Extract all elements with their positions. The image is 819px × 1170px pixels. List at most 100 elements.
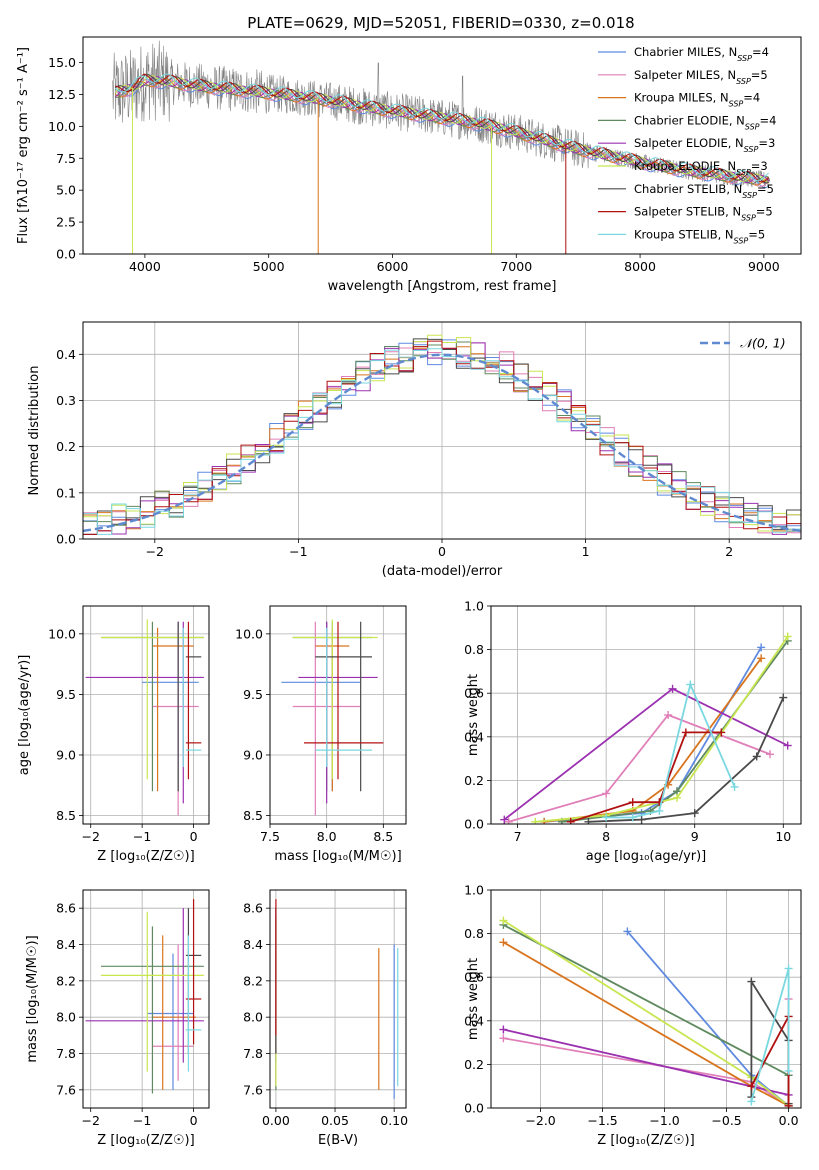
- y-tick-label: 7.6: [56, 1082, 76, 1097]
- errorbar-8: [315, 627, 372, 768]
- ticks: −2 −1 0 7.6 7.8 8.0 8.2 8.4 8.6: [56, 901, 197, 1128]
- y-tick-label: 0.2: [464, 1057, 484, 1072]
- x-tick-label: 0.0: [779, 1113, 799, 1128]
- panel-residuals: −2 −1 0 1 2 0.0 0.1 0.2 0.3 0.4 (data-model)/error…: [27, 321, 802, 579]
- y-axis-label: mass [log₁₀(M/M☉)]: [25, 935, 40, 1062]
- weight-line-8: [606, 681, 736, 819]
- residual-legend: 𝒩(0, 1): [700, 336, 786, 351]
- y-tick-label: 8.2: [56, 973, 76, 988]
- weight-point-8: [747, 1097, 756, 1106]
- x-tick-label: −0.5: [711, 1113, 741, 1128]
- legend-subscript: SSP: [736, 168, 751, 177]
- x-axis-label: wavelength [Angstrom, rest frame]: [328, 279, 557, 294]
- legend-nssp: =5: [751, 68, 768, 82]
- plot-area: [281, 619, 384, 816]
- panel-spectrum: 4000 5000 6000 7000 8000 9000 0.0 2.5 5.0 7.5 10.0…: [16, 36, 802, 294]
- legend-label-2: Kroupa MILES, NSSP=4: [634, 91, 760, 109]
- model-line-8: [114, 73, 770, 182]
- legend-name: Salpeter MILES, N: [634, 68, 736, 82]
- weight-point-8: [686, 680, 695, 689]
- x-tick-label: 7: [514, 829, 522, 844]
- x-axis-label: mass [log₁₀(M/M☉)]: [274, 849, 401, 864]
- y-tick-label: 8.0: [243, 1010, 263, 1025]
- y-tick-label: 0.4: [464, 1013, 484, 1028]
- y-tick-label: 8.6: [243, 901, 263, 916]
- legend-name: Salpeter ELODIE, N: [634, 136, 744, 150]
- y-tick-label: 12.5: [48, 87, 76, 102]
- x-tick-label: −1: [133, 1113, 151, 1128]
- normal-curve: [83, 353, 801, 533]
- legend-nssp: =3: [751, 159, 768, 173]
- weight-line-5: [502, 919, 790, 1107]
- weight-point-4: [500, 815, 509, 824]
- x-tick-label: 7000: [500, 259, 532, 274]
- y-tick-label: 9.5: [243, 687, 263, 702]
- weight-point-0: [623, 927, 632, 936]
- legend-name: Kroupa STELIB, N: [634, 227, 734, 241]
- legend-name: Kroupa ELODIE, N: [634, 159, 736, 173]
- model-line-0: [114, 78, 770, 189]
- x-tick-label: −1: [289, 544, 307, 559]
- legend-subscript: SSP: [744, 145, 759, 154]
- x-tick-label: −1.5: [587, 1113, 617, 1128]
- ticks: −2 −1 0 8.5 9.0 9.5 10.0: [48, 626, 197, 844]
- y-tick-label: 0.0: [464, 817, 484, 832]
- errorbar-5: [101, 619, 204, 780]
- panel-age-weight: 7 8 9 10 0.0 0.2 0.4 0.6 0.8 1.0 age [log₁₀(age/yr…: [464, 599, 802, 864]
- x-tick-label: 1: [582, 544, 590, 559]
- legend-label-5: Kroupa ELODIE, NSSP=3: [634, 159, 768, 177]
- legend-name: Chabrier STELIB, N: [634, 182, 742, 196]
- x-tick-label: −1: [133, 829, 151, 844]
- weight-line-0: [626, 930, 790, 1107]
- legend-nssp: =4: [752, 45, 769, 59]
- y-tick-label: 7.6: [243, 1082, 263, 1097]
- weight-point-8: [784, 1066, 793, 1075]
- x-tick-label: −2: [81, 829, 99, 844]
- y-tick-label: 5.0: [56, 183, 76, 198]
- errorbar-7: [304, 621, 384, 780]
- weight-point-2: [499, 938, 508, 947]
- y-tick-label: 0.0: [56, 247, 76, 262]
- legend-label-6: Chabrier STELIB, NSSP=5: [634, 182, 774, 200]
- axes-frame: [490, 889, 802, 1109]
- panel-z-age: −2 −1 0 8.5 9.0 9.5 10.0 Z [log₁₀(Z/Z☉)] age [lo…: [17, 605, 210, 864]
- y-tick-label: 7.8: [243, 1046, 263, 1061]
- plot-area: [112, 40, 771, 254]
- legend-name: Kroupa MILES, N: [634, 91, 729, 105]
- weight-point-6: [747, 977, 756, 986]
- y-axis-label: Flux [fλ10⁻¹⁷ erg cm⁻² s⁻¹ A⁻¹]: [16, 47, 31, 244]
- weight-point-6: [637, 815, 646, 824]
- legend-label-7: Salpeter STELIB, NSSP=5: [634, 205, 773, 223]
- plot-area: [500, 632, 792, 824]
- model-line-5: [114, 75, 770, 184]
- x-tick-label: 0: [190, 829, 198, 844]
- panel-ebv-mass: 0.00 0.05 0.10 7.6 7.8 8.0 8.2 8.4 8.6 E(B-V): [243, 889, 408, 1148]
- weight-point-5: [531, 817, 540, 824]
- legend-subscript: SSP: [734, 236, 749, 245]
- legend-subscript: SSP: [745, 122, 760, 131]
- ticks: 7.5 8.0 8.5 8.5 9.0 9.5 10.0: [235, 626, 393, 844]
- model-line-2: [114, 77, 769, 186]
- weight-point-6: [584, 817, 593, 824]
- weight-point-4: [499, 1025, 508, 1034]
- y-axis-label: mass weight: [466, 958, 481, 1040]
- legend-label-1: Salpeter MILES, NSSP=5: [634, 68, 768, 86]
- panel-z-mass: −2 −1 0 7.6 7.8 8.0 8.2 8.4 8.6 Z [log₁₀(Z/Z☉)] ma…: [25, 889, 210, 1148]
- x-tick-label: 5000: [253, 259, 285, 274]
- weight-point-2: [757, 654, 766, 663]
- legend-subscript: SSP: [736, 76, 751, 85]
- observed-spectrum-line: [112, 40, 771, 188]
- errorbar-8: [185, 935, 202, 1072]
- plot-area: [85, 899, 204, 1094]
- y-tick-label: 0.0: [56, 532, 76, 547]
- weight-point-7: [681, 728, 690, 737]
- ticks: 4000 5000 6000 7000 8000 9000 0.0 2.5 5.0 7.5 10.0…: [48, 55, 780, 274]
- weight-point-8: [730, 782, 739, 791]
- axes-frame: [82, 889, 210, 1109]
- errorbar-7: [185, 621, 202, 780]
- normal-legend-label: 𝒩(0, 1): [740, 336, 786, 351]
- x-tick-label: 0: [438, 544, 446, 559]
- panel-z-weight: −2.0 −1.5 −1.0 −0.5 0.0 0.0 0.2 0.4 0.6 0.8 1.0 Z […: [464, 883, 802, 1148]
- legend-nssp: =4: [743, 91, 760, 105]
